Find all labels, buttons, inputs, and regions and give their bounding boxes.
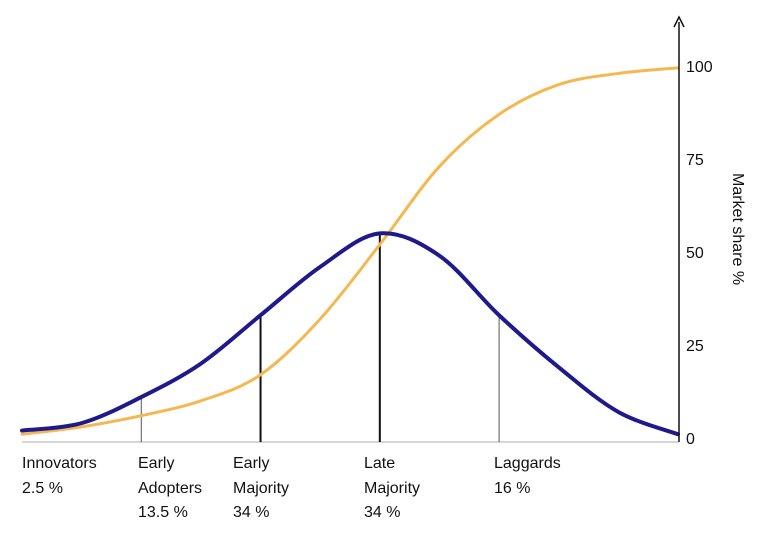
y-axis-title: Market share % xyxy=(729,173,746,285)
cumulative-s-curve xyxy=(20,66,680,436)
segment-label-5-line-1: Laggards xyxy=(494,455,561,472)
segment-label-3-line-1: Early xyxy=(233,455,270,472)
segment-label-2: Early Adopters 13.5 % xyxy=(138,452,202,526)
segment-label-2-line-1: Early xyxy=(138,455,175,472)
segment-label-5-line-2: 16 % xyxy=(494,479,531,497)
y-tick-label-25: 25 xyxy=(686,338,704,355)
segment-label-2-line-3: 13.5 % xyxy=(138,504,188,521)
y-tick-label-75: 75 xyxy=(686,152,704,169)
y-axis-arrow xyxy=(673,15,685,28)
segment-label-4: Late Majority 34 % xyxy=(364,452,420,526)
segment-label-4-line-2: Majority xyxy=(364,479,421,497)
segment-label-1: Innovators 2.5 % xyxy=(22,452,97,501)
segment-label-3-line-3: 34 % xyxy=(233,504,270,521)
segment-label-2-line-2: Adopters xyxy=(138,479,203,497)
segment-label-4-line-1: Late xyxy=(364,455,396,472)
y-tick-label-100: 100 xyxy=(686,59,713,76)
y-tick-label-50: 50 xyxy=(686,245,704,262)
segment-label-3-line-2: Majority xyxy=(233,479,290,497)
y-tick-label-0: 0 xyxy=(686,431,695,448)
segment-label-5: Laggards 16 % xyxy=(494,452,561,501)
segment-label-1-line-2: 2.5 % xyxy=(22,479,63,497)
segment-label-1-line-1: Innovators xyxy=(22,455,97,472)
segment-label-3: Early Majority 34 % xyxy=(233,452,289,526)
segment-label-4-line-3: 34 % xyxy=(364,504,401,521)
bell-curve xyxy=(20,231,680,437)
